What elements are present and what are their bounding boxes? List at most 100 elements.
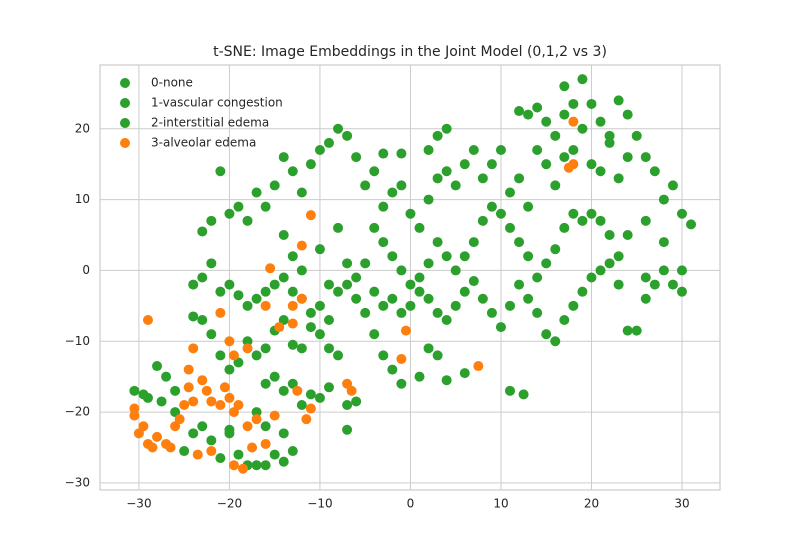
point: [450, 180, 461, 191]
point: [595, 116, 606, 127]
point: [405, 208, 416, 219]
point: [396, 265, 407, 276]
point: [242, 300, 253, 311]
point: [577, 74, 588, 85]
point: [400, 325, 411, 336]
point: [396, 148, 407, 159]
point: [396, 180, 407, 191]
point: [505, 385, 516, 396]
point: [586, 159, 597, 170]
point: [129, 385, 140, 396]
point: [477, 173, 488, 184]
point: [342, 378, 353, 389]
point: [278, 152, 289, 163]
point: [323, 279, 334, 290]
point: [667, 180, 678, 191]
point: [441, 123, 452, 134]
point: [188, 428, 199, 439]
point: [233, 201, 244, 212]
point: [613, 173, 624, 184]
point: [224, 392, 235, 403]
point: [183, 364, 194, 375]
point: [351, 152, 362, 163]
point: [351, 293, 362, 304]
point: [238, 463, 249, 474]
point: [170, 385, 181, 396]
point: [287, 339, 298, 350]
point: [170, 421, 181, 432]
point: [686, 219, 697, 230]
point: [152, 361, 163, 372]
point: [432, 237, 443, 248]
point: [631, 325, 642, 336]
point: [351, 396, 362, 407]
point: [360, 307, 371, 318]
point: [559, 152, 570, 163]
point: [215, 166, 226, 177]
point: [423, 194, 434, 205]
y-tick-label: −10: [65, 334, 90, 348]
point: [405, 300, 416, 311]
x-tick-label: 20: [584, 497, 599, 511]
point: [586, 272, 597, 283]
point: [595, 215, 606, 226]
point: [314, 244, 325, 255]
point: [287, 378, 298, 389]
point: [215, 400, 226, 410]
point: [568, 98, 579, 109]
point: [541, 258, 552, 269]
y-tick-label: 0: [82, 263, 90, 277]
point: [296, 187, 307, 198]
point: [649, 279, 660, 290]
point: [206, 435, 217, 446]
point: [197, 315, 208, 325]
point: [396, 378, 407, 389]
point: [260, 343, 271, 354]
x-tick-label: −30: [126, 497, 151, 511]
point: [147, 442, 158, 453]
point: [640, 293, 651, 304]
point: [242, 215, 253, 226]
point: [301, 414, 312, 425]
point: [333, 123, 344, 134]
point: [323, 343, 334, 354]
point: [287, 286, 298, 297]
point: [206, 215, 217, 226]
y-tick-label: −30: [65, 475, 90, 489]
point: [129, 410, 140, 421]
y-tick-label: 20: [75, 121, 90, 135]
point: [206, 396, 217, 407]
legend-marker: [120, 118, 130, 128]
point: [260, 300, 271, 311]
point: [129, 403, 140, 414]
point: [251, 187, 262, 198]
point: [197, 421, 208, 432]
point: [342, 400, 353, 410]
point: [495, 208, 506, 219]
point: [179, 446, 190, 457]
legend-marker: [120, 98, 130, 108]
point: [541, 329, 552, 340]
point: [423, 145, 434, 155]
point: [351, 272, 362, 283]
point: [269, 449, 280, 460]
point: [251, 414, 262, 425]
point: [242, 421, 253, 432]
point: [342, 424, 353, 435]
point: [278, 272, 289, 283]
point: [477, 215, 488, 226]
point: [260, 460, 271, 471]
point: [505, 300, 516, 311]
point: [197, 226, 208, 237]
point: [450, 265, 461, 276]
point: [459, 368, 470, 379]
point: [206, 329, 217, 340]
point: [133, 428, 144, 439]
point: [260, 378, 271, 389]
point: [219, 382, 230, 393]
point: [342, 130, 353, 141]
point: [550, 336, 561, 347]
point: [586, 98, 597, 109]
point: [206, 258, 217, 269]
point: [640, 272, 651, 283]
